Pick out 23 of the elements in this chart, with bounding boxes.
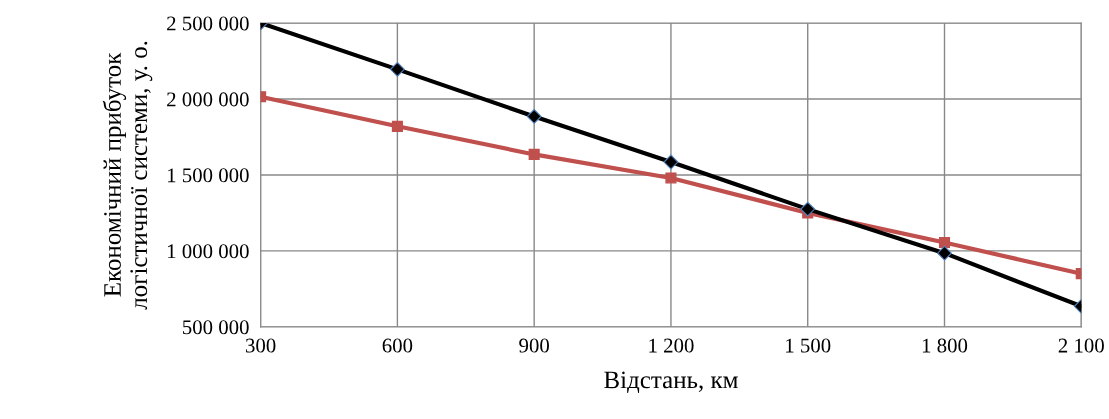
y-tick-label: 2 000 000 [167,92,249,107]
point [528,148,540,160]
point [800,201,816,217]
point [389,61,405,77]
x-tick-label: 2 100 [1058,338,1104,353]
x-tick-label: 1 200 [649,338,694,353]
y-tick-label: 500 000 [183,320,249,335]
point [663,154,679,170]
x-tick-label: 300 [245,338,276,353]
y-tick-label: 2 500 000 [167,16,249,31]
x-tick-label: 1 800 [922,338,968,353]
point [391,120,403,132]
point [937,245,952,261]
x-tick-label: 1 500 [786,338,831,353]
point [526,109,542,124]
x-tick-label: 900 [519,338,549,353]
point [665,172,677,184]
x-axis-title: Відстань, км [604,371,738,393]
y-tick-label: 1 000 000 [168,244,249,259]
x-tick-label: 600 [382,338,413,353]
y-tick-label: 1 500 000 [168,168,249,183]
y-axis-title: Економічний прибуток логістичної системи, у. о. [102,41,153,310]
point [938,236,951,249]
